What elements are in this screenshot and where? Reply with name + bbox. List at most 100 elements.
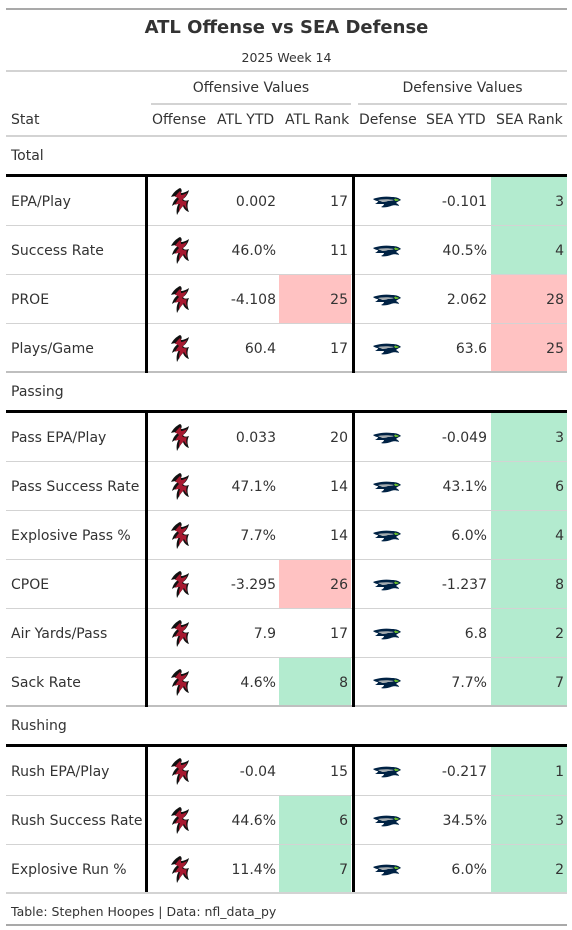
falcons-logo-icon xyxy=(167,472,193,502)
offense-team-cell xyxy=(145,462,215,511)
offense-team-cell xyxy=(145,324,215,373)
atl-rank-value: 11 xyxy=(330,242,348,259)
sea-rank-value: 6 xyxy=(491,462,567,511)
atl-ytd-value: 46.0% xyxy=(231,242,276,259)
atl-ytd-value: 11.4% xyxy=(231,861,276,878)
seahawks-logo-icon xyxy=(372,765,402,779)
table-row: Sack Rate 4.6% 8 7.7% 7 xyxy=(6,658,567,707)
row-divider xyxy=(6,608,567,609)
seahawks-logo-icon xyxy=(372,244,402,258)
table-row: Explosive Pass % 7.7% 14 6.0% 4 xyxy=(6,511,567,560)
column-header-divider xyxy=(6,135,567,137)
stat-name: EPA/Play xyxy=(11,193,71,210)
seahawks-logo-icon xyxy=(372,863,402,877)
defense-team-cell xyxy=(355,560,419,609)
spanner-offensive-underline xyxy=(151,103,351,105)
table-row: Success Rate 46.0% 11 40.5% 4 xyxy=(6,226,567,275)
defense-team-cell xyxy=(355,845,419,894)
seahawks-logo-icon xyxy=(372,676,402,690)
falcons-logo-icon xyxy=(167,334,193,364)
sea-rank-value: 8 xyxy=(491,560,567,609)
sea-ytd-value: -0.217 xyxy=(441,763,487,780)
atl-rank-value: 20 xyxy=(330,429,348,446)
sea-ytd-value: 6.8 xyxy=(464,625,487,642)
column-header-atl-rank: ATL Rank xyxy=(285,112,350,128)
seahawks-logo-icon xyxy=(372,342,402,356)
row-group-divider xyxy=(6,174,567,177)
seahawks-logo-icon xyxy=(372,480,402,494)
row-divider xyxy=(6,510,567,511)
stat-name: Explosive Pass % xyxy=(11,527,131,544)
sea-rank-value: 2 xyxy=(491,845,567,894)
row-divider xyxy=(6,705,567,707)
atl-rank-value: 15 xyxy=(330,763,348,780)
defense-team-cell xyxy=(355,747,419,796)
offense-team-cell xyxy=(145,413,215,462)
offense-team-cell xyxy=(145,658,215,707)
table-bottom-rule xyxy=(6,924,567,926)
sea-ytd-value: -1.237 xyxy=(441,576,487,593)
stat-name: Sack Rate xyxy=(11,674,81,691)
row-divider xyxy=(6,559,567,560)
seahawks-logo-icon xyxy=(372,578,402,592)
row-divider xyxy=(6,461,567,462)
defense-team-cell xyxy=(355,796,419,845)
atl-ytd-value: -4.108 xyxy=(230,291,276,308)
defense-team-cell xyxy=(355,462,419,511)
row-divider xyxy=(6,371,567,373)
offense-team-cell xyxy=(145,747,215,796)
sea-ytd-value: 6.0% xyxy=(451,527,487,544)
atl-ytd-value: 7.7% xyxy=(240,527,276,544)
stat-name: PROE xyxy=(11,291,50,308)
stat-name: Rush Success Rate xyxy=(11,812,143,829)
stat-name: CPOE xyxy=(11,576,50,593)
row-group-label: Rushing xyxy=(11,718,67,734)
table-row: CPOE -3.295 26 -1.237 8 xyxy=(6,560,567,609)
heading-divider xyxy=(6,70,567,72)
spanner-defensive-underline xyxy=(358,103,567,105)
seahawks-logo-icon xyxy=(372,529,402,543)
column-header-atl-ytd: ATL YTD xyxy=(217,112,275,128)
atl-ytd-value: 7.9 xyxy=(253,625,276,642)
sea-ytd-value: 40.5% xyxy=(442,242,487,259)
sea-ytd-value: -0.101 xyxy=(441,193,487,210)
stat-name: Pass Success Rate xyxy=(11,478,140,495)
falcons-logo-icon xyxy=(167,521,193,551)
source-divider xyxy=(6,892,567,894)
stats-table: ATL Offense vs SEA Defense 2025 Week 14 … xyxy=(6,8,567,926)
table-row: Pass EPA/Play 0.033 20 -0.049 3 xyxy=(6,413,567,462)
sea-ytd-value: 63.6 xyxy=(455,340,487,357)
defense-team-cell xyxy=(355,413,419,462)
sea-rank-value: 3 xyxy=(491,413,567,462)
offense-team-cell xyxy=(145,275,215,324)
table-title: ATL Offense vs SEA Defense xyxy=(144,17,429,38)
sea-ytd-value: 6.0% xyxy=(451,861,487,878)
falcons-logo-icon xyxy=(167,423,193,453)
defense-team-cell xyxy=(355,324,419,373)
falcons-logo-icon xyxy=(167,855,193,885)
offense-team-cell xyxy=(145,560,215,609)
falcons-logo-icon xyxy=(167,236,193,266)
defense-team-cell xyxy=(355,609,419,658)
table-row: Air Yards/Pass 7.9 17 6.8 2 xyxy=(6,609,567,658)
falcons-logo-icon xyxy=(167,757,193,787)
sea-ytd-value: -0.049 xyxy=(441,429,487,446)
defense-team-cell xyxy=(355,658,419,707)
column-header-defense: Defense xyxy=(359,112,417,128)
atl-rank-value: 17 xyxy=(330,340,348,357)
row-divider xyxy=(6,274,567,275)
sea-rank-value: 3 xyxy=(491,177,567,226)
stat-name: Explosive Run % xyxy=(11,861,127,878)
atl-rank-value: 25 xyxy=(279,275,351,324)
sea-ytd-value: 2.062 xyxy=(446,291,487,308)
table-row: Rush Success Rate 44.6% 6 34.5% 3 xyxy=(6,796,567,845)
seahawks-logo-icon xyxy=(372,195,402,209)
table-row: Explosive Run % 11.4% 7 6.0% 2 xyxy=(6,845,567,894)
falcons-logo-icon xyxy=(167,619,193,649)
source-note: Table: Stephen Hoopes | Data: nfl_data_p… xyxy=(11,904,277,919)
sea-rank-value: 1 xyxy=(491,747,567,796)
defense-column-border xyxy=(352,747,355,894)
atl-rank-value: 8 xyxy=(279,658,351,707)
sea-rank-value: 25 xyxy=(491,324,567,373)
offense-team-cell xyxy=(145,609,215,658)
